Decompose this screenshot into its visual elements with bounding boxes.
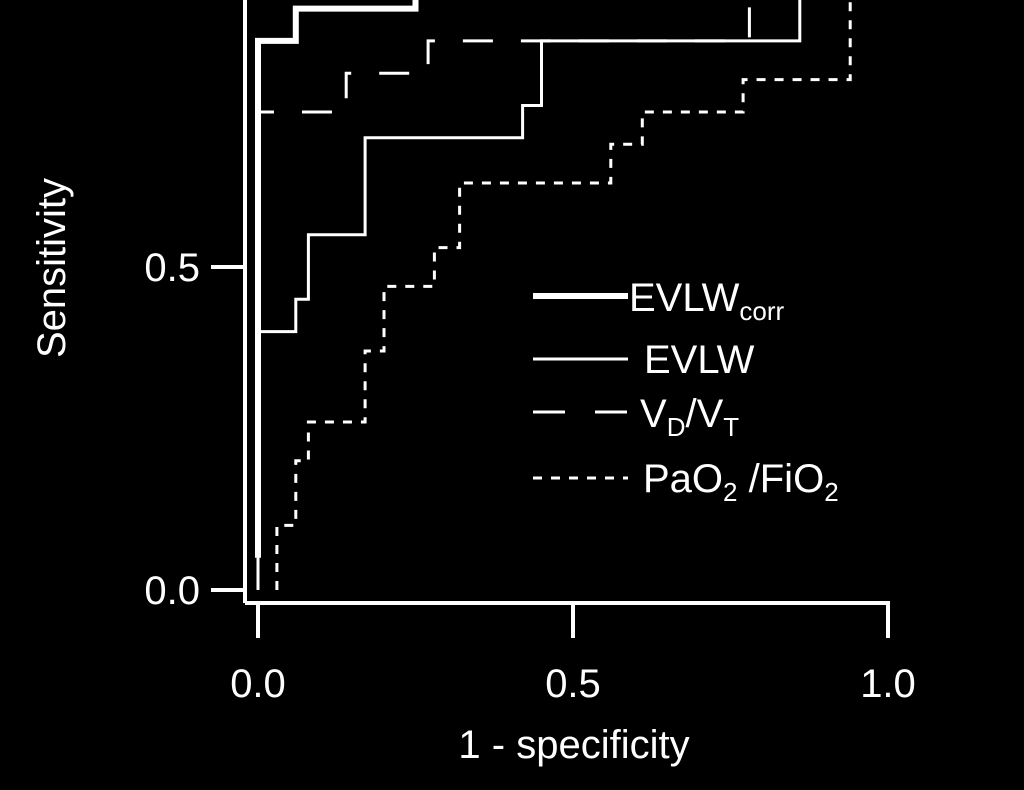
x-tick-label-1: 0.5 <box>545 662 601 706</box>
y-axis-title: Sensitivity <box>30 178 74 358</box>
y-tick-label-0: 0.0 <box>144 569 200 613</box>
legend-label-evlw: EVLW <box>644 338 755 382</box>
legend-label-evlw-corr: EVLWcorr <box>629 276 785 326</box>
legend-label-vd-vt: VD/VT <box>640 392 739 442</box>
axes <box>243 0 890 605</box>
y-ticks: 0.0 0.5 <box>144 246 245 613</box>
y-tick-label-1: 0.5 <box>144 246 200 290</box>
series-line-2 <box>256 0 751 590</box>
plot-lines <box>255 0 852 590</box>
legend-label-pao2-fio2: PaO2 /FiO2 <box>643 457 839 507</box>
x-ticks: 0.0 0.5 1.0 <box>230 603 916 706</box>
x-tick-label-0: 0.0 <box>230 662 286 706</box>
legend: EVLWcorr EVLW VD/VT PaO2 /FiO2 <box>533 276 839 507</box>
series-line-1 <box>256 0 802 590</box>
x-axis-title: 1 - specificity <box>458 723 689 767</box>
x-tick-label-2: 1.0 <box>860 662 916 706</box>
series-line-0 <box>255 0 419 558</box>
